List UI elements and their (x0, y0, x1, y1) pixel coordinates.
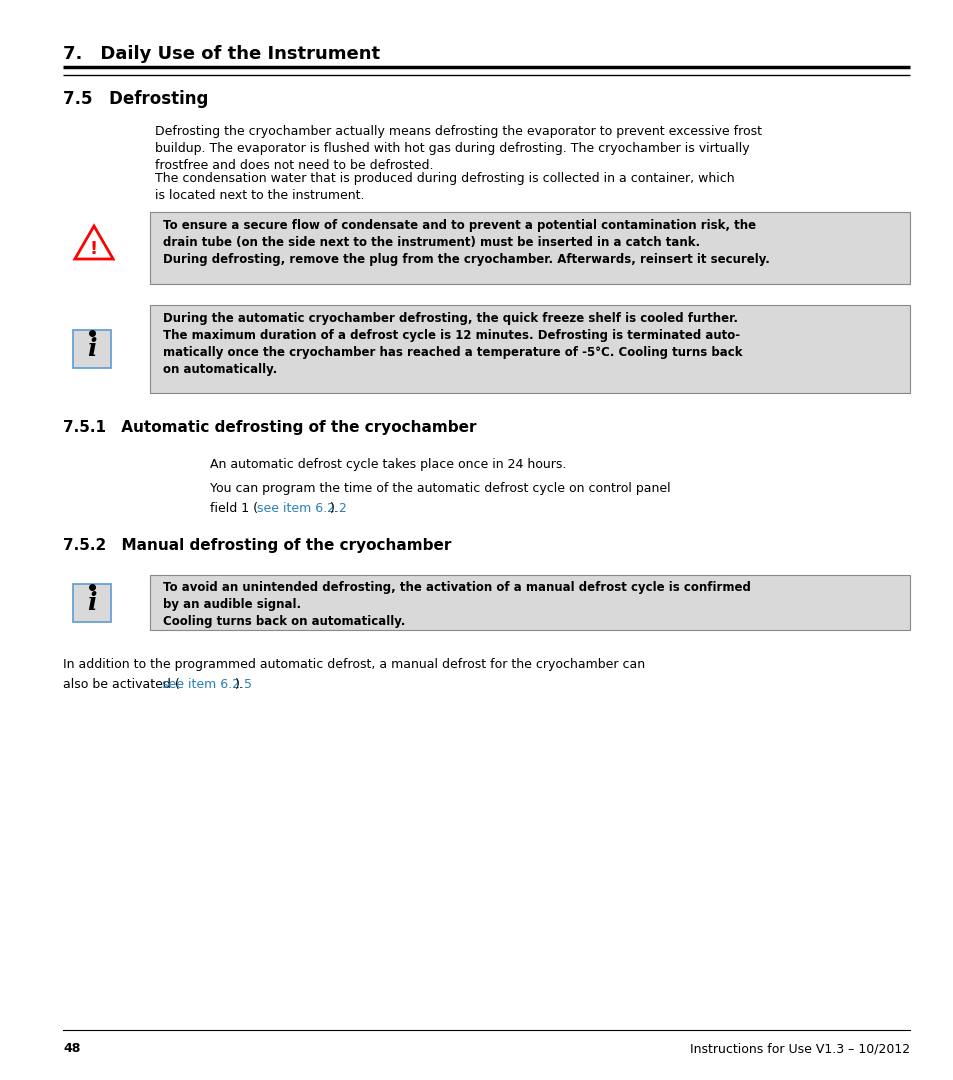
Text: see item 6.2.2: see item 6.2.2 (256, 502, 346, 515)
Text: 48: 48 (63, 1042, 80, 1055)
Text: To avoid an unintended defrosting, the activation of a manual defrost cycle is c: To avoid an unintended defrosting, the a… (163, 581, 750, 627)
Text: 7.5.1 Automatic defrosting of the cryochamber: 7.5.1 Automatic defrosting of the cryoch… (63, 420, 476, 435)
Text: !: ! (90, 240, 98, 258)
Text: 7. Daily Use of the Instrument: 7. Daily Use of the Instrument (63, 45, 379, 63)
Text: To ensure a secure flow of condensate and to prevent a potential contamination r: To ensure a secure flow of condensate an… (163, 219, 769, 266)
FancyBboxPatch shape (150, 305, 909, 393)
Text: The condensation water that is produced during defrosting is collected in a cont: The condensation water that is produced … (154, 172, 734, 202)
Text: In addition to the programmed automatic defrost, a manual defrost for the cryoch: In addition to the programmed automatic … (63, 658, 644, 671)
Text: field 1 (: field 1 ( (210, 502, 257, 515)
Text: i: i (87, 591, 96, 615)
Text: 7.5 Defrosting: 7.5 Defrosting (63, 90, 208, 108)
Text: also be activated (: also be activated ( (63, 678, 179, 691)
Text: An automatic defrost cycle takes place once in 24 hours.: An automatic defrost cycle takes place o… (210, 458, 566, 471)
FancyBboxPatch shape (73, 330, 111, 368)
Text: 7.5.2 Manual defrosting of the cryochamber: 7.5.2 Manual defrosting of the cryochamb… (63, 538, 451, 553)
FancyBboxPatch shape (73, 583, 111, 621)
Text: Instructions for Use V1.3 – 10/2012: Instructions for Use V1.3 – 10/2012 (689, 1042, 909, 1055)
Text: Defrosting the cryochamber actually means defrosting the evaporator to prevent e: Defrosting the cryochamber actually mean… (154, 125, 761, 172)
Text: ).: ). (234, 678, 243, 691)
FancyBboxPatch shape (150, 212, 909, 284)
Text: You can program the time of the automatic defrost cycle on control panel: You can program the time of the automati… (210, 482, 670, 495)
Text: i: i (87, 337, 96, 361)
Text: see item 6.2.5: see item 6.2.5 (162, 678, 252, 691)
Text: ).: ). (329, 502, 338, 515)
Polygon shape (74, 226, 113, 259)
FancyBboxPatch shape (150, 575, 909, 630)
Text: During the automatic cryochamber defrosting, the quick freeze shelf is cooled fu: During the automatic cryochamber defrost… (163, 312, 741, 376)
